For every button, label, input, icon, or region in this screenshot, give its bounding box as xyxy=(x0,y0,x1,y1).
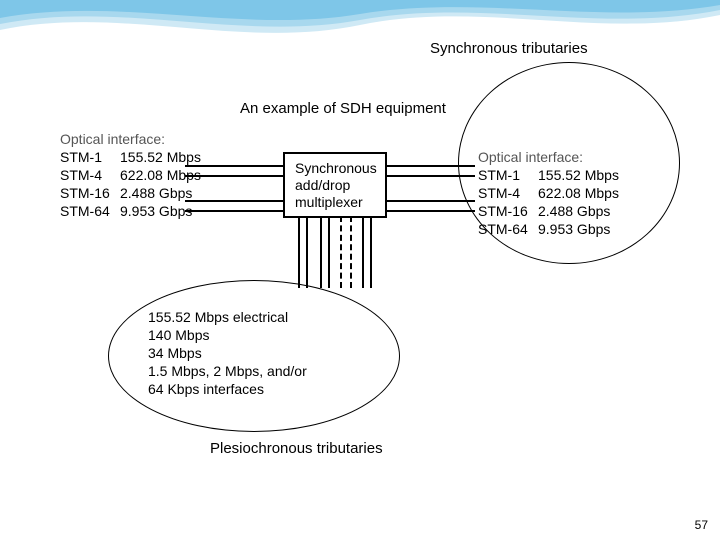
connector-line xyxy=(385,210,475,212)
connector-line xyxy=(185,200,283,202)
electrical-line: 140 Mbps xyxy=(148,326,307,344)
annotation-plesiochronous: Plesiochronous tributaries xyxy=(210,440,383,457)
optical-interface-left: Optical interface:STM-1155.52 MbpsSTM-46… xyxy=(60,130,201,220)
stm-row: STM-162.488 Gbps xyxy=(60,184,201,202)
tributary-line xyxy=(340,216,342,288)
ellipse-synchronous xyxy=(458,62,680,264)
tributary-line xyxy=(306,216,308,288)
annotation-synchronous: Synchronous tributaries xyxy=(430,40,588,57)
mux-line: add/drop xyxy=(295,177,375,194)
connector-line xyxy=(185,210,283,212)
stm-row: STM-4622.08 Mbps xyxy=(60,166,201,184)
connector-line xyxy=(385,200,475,202)
tributary-line xyxy=(328,216,330,288)
tributary-line xyxy=(370,216,372,288)
tributary-line xyxy=(298,216,300,288)
electrical-line: 34 Mbps xyxy=(148,344,307,362)
optical-header: Optical interface: xyxy=(60,130,201,148)
page-number: 57 xyxy=(695,518,708,532)
multiplexer-box: Synchronousadd/dropmultiplexer xyxy=(283,152,387,218)
tributary-line xyxy=(350,216,352,288)
tributary-line xyxy=(320,216,322,288)
diagram-title: An example of SDH equipment xyxy=(240,100,446,117)
tributary-line xyxy=(362,216,364,288)
mux-line: multiplexer xyxy=(295,194,375,211)
connector-line xyxy=(185,175,283,177)
decorative-wave xyxy=(0,0,720,50)
electrical-line: 1.5 Mbps, 2 Mbps, and/or xyxy=(148,362,307,380)
connector-line xyxy=(185,165,283,167)
stm-row: STM-1155.52 Mbps xyxy=(60,148,201,166)
slide: Synchronous tributaries An example of SD… xyxy=(0,0,720,540)
electrical-line: 64 Kbps interfaces xyxy=(148,380,307,398)
electrical-line: 155.52 Mbps electrical xyxy=(148,308,307,326)
electrical-interfaces: 155.52 Mbps electrical140 Mbps34 Mbps1.5… xyxy=(148,308,307,398)
stm-row: STM-649.953 Gbps xyxy=(60,202,201,220)
mux-line: Synchronous xyxy=(295,160,375,177)
